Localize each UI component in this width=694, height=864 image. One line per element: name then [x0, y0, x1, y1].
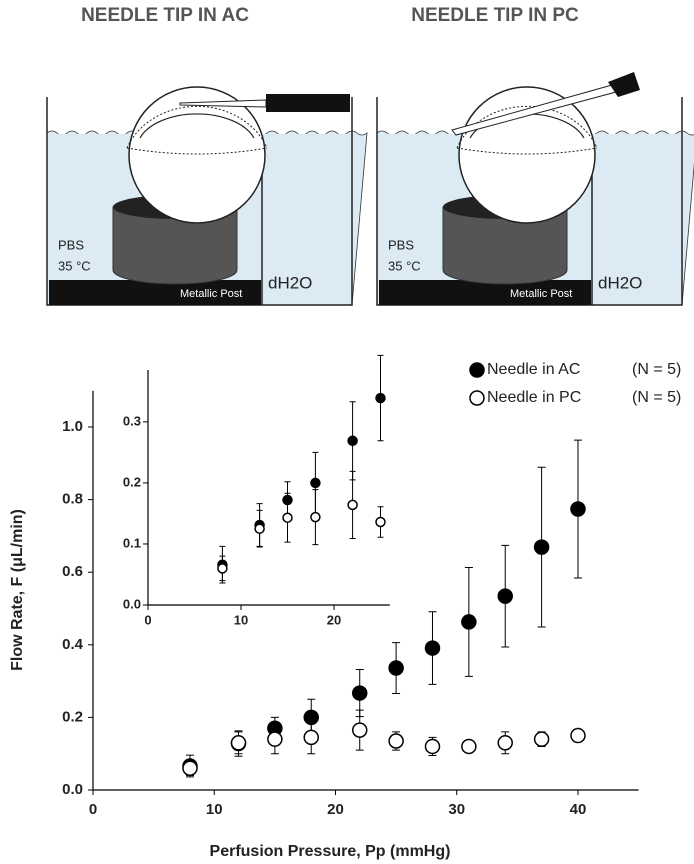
post-body: [442, 206, 568, 285]
data-point: [254, 523, 265, 534]
y-tick-label: 0.8: [62, 491, 83, 508]
cornea: [126, 105, 268, 149]
needle-hub: [608, 72, 640, 97]
y-axis-label: Flow Rate, F (μL/min): [9, 509, 26, 671]
data-point: [570, 501, 586, 517]
data-point: [217, 563, 228, 574]
x-tick-label: 20: [327, 612, 341, 627]
diagram-ac: NEEDLE TIP IN AC PBS 35 °C Metallic Post dH2…: [46, 5, 368, 306]
x-tick-label: 10: [234, 612, 248, 627]
x-tick-label: 0: [89, 801, 97, 818]
iris-plane: [126, 147, 268, 155]
bath-label: PBS: [58, 237, 84, 252]
data-point: [230, 735, 247, 751]
temp-label: 35 °C: [58, 258, 91, 273]
data-point: [351, 685, 368, 701]
iris-plane: [456, 147, 598, 155]
x-tick-label: 20: [327, 801, 344, 818]
data-point: [347, 435, 358, 447]
eye: [128, 86, 266, 224]
post-label: Metallic Post: [180, 288, 242, 300]
legend-marker: [469, 362, 485, 378]
post-body: [112, 206, 238, 285]
y-tick-label: 0.3: [123, 413, 141, 428]
eye: [458, 86, 596, 224]
cornea: [456, 105, 598, 149]
bath-label: PBS: [388, 237, 414, 252]
diagram-title: NEEDLE TIP IN PC: [411, 5, 579, 26]
data-point: [267, 731, 283, 747]
data-point: [303, 729, 319, 746]
legend-label: Needle in AC: [487, 361, 580, 378]
post-label: Metallic Post: [510, 288, 572, 300]
data-point: [282, 512, 293, 523]
x-tick-label: 10: [206, 801, 223, 818]
y-tick-label: 0.2: [62, 708, 83, 725]
data-point: [497, 588, 513, 604]
data-point: [424, 640, 441, 656]
y-tick-label: 0.0: [123, 596, 141, 611]
legend-marker: [469, 390, 485, 406]
data-point: [375, 516, 386, 528]
data-point: [461, 738, 477, 755]
plots: 0 10 20 30 40 0.0 0.2 0.4 0.6 0.8 1.0 Perfusion Pre…: [9, 354, 681, 860]
outer-label: dH2O: [598, 273, 642, 292]
data-point: [424, 738, 441, 755]
x-tick-label: 0: [144, 612, 151, 627]
data-point: [310, 511, 321, 523]
diagram-pc: NEEDLE TIP IN PC PBS 35 °C Metallic Post dH2…: [376, 5, 694, 306]
data-point: [347, 499, 358, 511]
data-point: [182, 760, 198, 776]
temp-label: 35 °C: [388, 258, 421, 273]
legend-note: (N = 5): [632, 389, 681, 406]
base: [379, 280, 591, 305]
needle-hub: [266, 94, 350, 112]
data-point: [497, 735, 513, 751]
y-tick-label: 0.0: [62, 781, 83, 798]
outer-label: dH2O: [268, 273, 312, 292]
data-point: [310, 477, 321, 489]
x-axis-label: Perfusion Pressure, Pp (mmHg): [210, 843, 451, 860]
base: [49, 280, 261, 305]
data-point: [388, 660, 404, 676]
data-point: [388, 733, 404, 749]
y-tick-label: 0.6: [62, 563, 83, 580]
legend-label: Needle in PC: [487, 389, 581, 406]
data-point: [461, 614, 477, 630]
legend-note: (N = 5): [632, 361, 681, 378]
data-point: [375, 392, 386, 404]
data-point: [570, 727, 586, 744]
x-tick-label: 40: [570, 801, 587, 818]
diagram-title: NEEDLE TIP IN AC: [81, 5, 249, 26]
y-tick-label: 0.2: [123, 474, 141, 489]
lens: [139, 113, 255, 139]
y-tick-label: 0.1: [123, 535, 141, 550]
y-tick-label: 1.0: [62, 418, 83, 435]
data-point: [533, 539, 550, 555]
data-point: [351, 722, 368, 738]
data-point: [533, 731, 550, 747]
x-tick-label: 30: [448, 801, 465, 818]
y-tick-label: 0.4: [62, 636, 84, 653]
